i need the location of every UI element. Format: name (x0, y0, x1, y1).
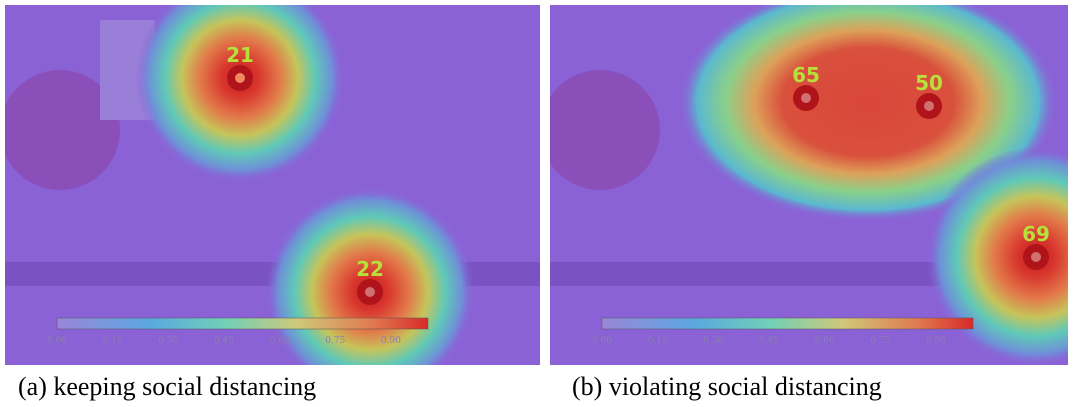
colorbar-tick: 0.75 (325, 336, 345, 346)
person-dot (365, 287, 375, 297)
colorbar-tick: 0.30 (703, 336, 723, 346)
person-dot (235, 73, 245, 83)
person-dot (801, 93, 811, 103)
colorbar-tick: 0.90 (926, 336, 946, 346)
person-id: 65 (792, 63, 820, 87)
person-id: 22 (356, 257, 384, 281)
caption: (a) keeping social distancing (18, 372, 316, 401)
panel-b (540, 0, 1073, 367)
colorbar-tick: 0.30 (158, 336, 178, 346)
person-dot (1031, 252, 1041, 262)
person-id: 50 (915, 71, 943, 95)
colorbar-tick: 0.45 (759, 336, 779, 346)
colorbar-tick: 0.45 (214, 336, 234, 346)
colorbar-tick: 0.00 (47, 336, 67, 346)
colorbar (57, 318, 428, 329)
table (540, 70, 660, 190)
colorbar-tick: 0.15 (648, 336, 668, 346)
colorbar-tick: 0.15 (103, 336, 123, 346)
person-id: 69 (1022, 222, 1050, 246)
figure: (a) keeping social distancing (b) violat… (0, 0, 1073, 407)
colorbar-tick: 0.60 (815, 336, 835, 346)
colorbar-tick: 0.00 (592, 336, 612, 346)
colorbar (602, 318, 973, 329)
colorbar-tick: 0.90 (381, 336, 401, 346)
caption: (b) violating social distancing (572, 372, 882, 401)
colorbar-tick: 0.75 (870, 336, 890, 346)
person-id: 21 (226, 43, 254, 67)
colorbar-tick: 0.60 (270, 336, 290, 346)
person-dot (924, 101, 934, 111)
